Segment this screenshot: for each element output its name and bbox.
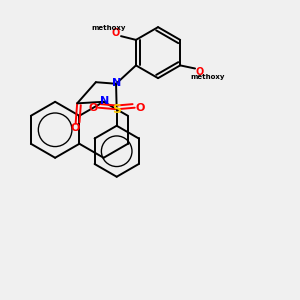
Text: methoxy: methoxy [91, 25, 126, 31]
Text: O: O [70, 123, 80, 133]
Text: N: N [100, 95, 109, 106]
Text: O: O [196, 67, 204, 76]
Text: N: N [112, 78, 121, 88]
Text: O: O [112, 28, 120, 38]
Text: methoxy: methoxy [190, 74, 225, 80]
Text: O: O [136, 103, 145, 113]
Text: S: S [112, 103, 121, 116]
Text: O: O [88, 103, 98, 113]
